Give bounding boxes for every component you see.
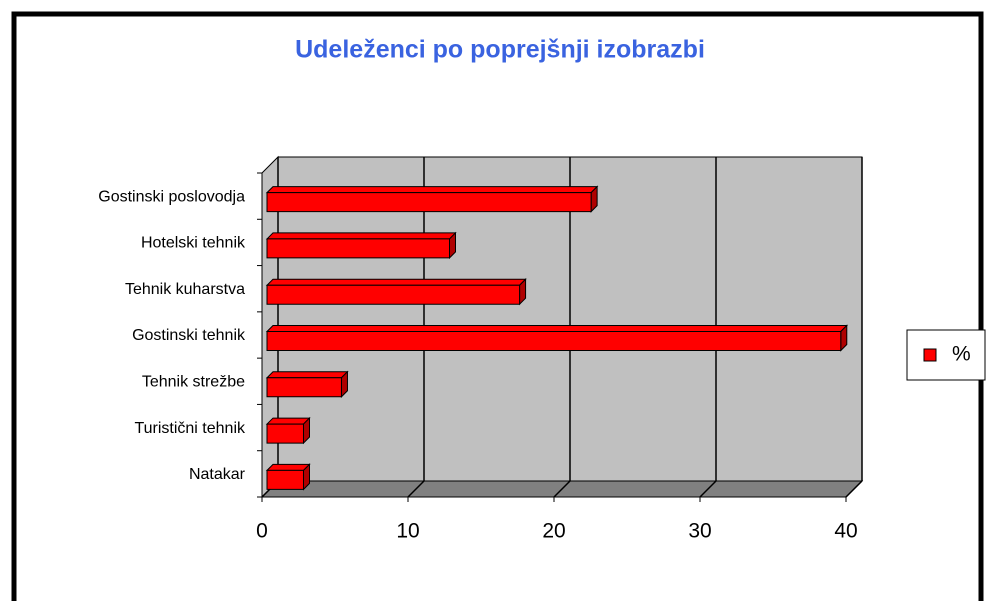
bar-front [266,192,592,213]
y-tick-label: Turistični tehnik [134,420,246,437]
legend [906,329,986,381]
y-tick-label: Tehnik kuharstva [125,281,245,298]
bar-front [266,238,450,259]
chart-title: Udeleženci po poprejšnji izobrazbi [295,36,705,64]
y-tick-label: Gostinski tehnik [132,327,246,344]
bar [265,370,349,398]
bar [265,416,311,445]
bar [265,231,457,260]
bar-front [266,284,521,305]
y-tick-label: Gostinski poslovodja [98,188,245,205]
x-tick-label: 30 [688,520,711,543]
bar [265,278,527,306]
bar-front [266,423,304,444]
bar [265,185,599,213]
bar-top [265,232,457,240]
x-tick-label: 20 [542,520,565,543]
bar-top [265,371,349,379]
bar-top [265,186,599,194]
bar-top [265,417,311,425]
y-tick-label: Tehnik strežbe [142,374,245,391]
y-tick-label: Hotelski tehnik [141,235,246,252]
bar-top [265,278,527,286]
y-tick-label: Natakar [189,466,246,483]
grid-line [699,480,717,498]
x-tick-label: 10 [396,520,419,543]
bar-front [266,469,304,490]
bar-front [266,377,342,398]
grid-line [407,480,425,498]
legend-swatch [923,348,937,362]
legend-label: % [952,343,971,366]
bar-top [265,463,311,471]
bar [265,324,848,352]
x-tick-label: 0 [256,520,268,543]
bar [265,463,311,491]
bar-top [265,325,848,332]
grid-line [845,480,863,498]
bar-front [266,331,842,351]
grid-line [553,480,571,498]
x-tick-label: 40 [834,520,857,543]
